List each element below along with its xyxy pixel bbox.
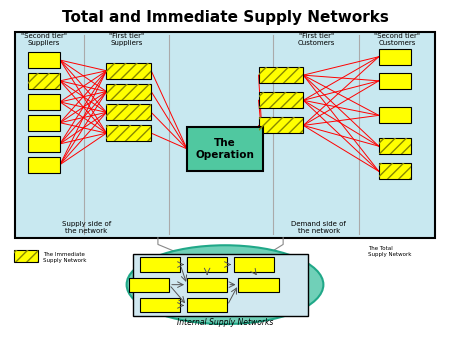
Text: Internal Supply Networks: Internal Supply Networks — [177, 318, 273, 327]
FancyBboxPatch shape — [259, 117, 303, 134]
FancyBboxPatch shape — [379, 73, 411, 89]
FancyBboxPatch shape — [28, 136, 60, 152]
FancyBboxPatch shape — [28, 73, 60, 89]
FancyBboxPatch shape — [107, 125, 151, 141]
FancyBboxPatch shape — [187, 277, 227, 292]
FancyBboxPatch shape — [259, 67, 303, 83]
FancyBboxPatch shape — [107, 83, 151, 100]
Ellipse shape — [126, 245, 324, 324]
FancyBboxPatch shape — [234, 258, 274, 271]
FancyBboxPatch shape — [187, 258, 227, 271]
FancyBboxPatch shape — [14, 250, 38, 262]
Text: Demand side of
the network: Demand side of the network — [292, 221, 346, 234]
Text: Supply side of
the network: Supply side of the network — [62, 221, 111, 234]
FancyBboxPatch shape — [379, 107, 411, 123]
Text: "Second tier"
Customers: "Second tier" Customers — [374, 33, 420, 46]
FancyBboxPatch shape — [379, 138, 411, 154]
FancyBboxPatch shape — [379, 49, 411, 65]
Text: "Second tier"
Suppliers: "Second tier" Suppliers — [21, 33, 67, 46]
Text: The Total
Supply Network: The Total Supply Network — [368, 246, 412, 257]
Text: The Immediate
Supply Network: The Immediate Supply Network — [43, 252, 86, 263]
FancyBboxPatch shape — [238, 277, 279, 292]
Text: Total and Immediate Supply Networks: Total and Immediate Supply Networks — [62, 10, 388, 25]
FancyBboxPatch shape — [28, 52, 60, 68]
Text: The
Operation: The Operation — [196, 138, 254, 160]
Text: "First tier"
Customers: "First tier" Customers — [298, 33, 335, 46]
FancyBboxPatch shape — [28, 156, 60, 173]
FancyBboxPatch shape — [187, 127, 263, 171]
FancyBboxPatch shape — [107, 63, 151, 79]
FancyBboxPatch shape — [15, 31, 435, 238]
FancyBboxPatch shape — [133, 254, 308, 316]
FancyBboxPatch shape — [107, 104, 151, 120]
FancyBboxPatch shape — [259, 92, 303, 108]
FancyBboxPatch shape — [28, 115, 60, 131]
FancyBboxPatch shape — [187, 298, 227, 312]
FancyBboxPatch shape — [140, 258, 180, 271]
FancyBboxPatch shape — [28, 94, 60, 110]
Text: "First tier"
Suppliers: "First tier" Suppliers — [109, 33, 144, 46]
FancyBboxPatch shape — [379, 163, 411, 179]
FancyBboxPatch shape — [129, 277, 169, 292]
FancyBboxPatch shape — [140, 298, 180, 312]
